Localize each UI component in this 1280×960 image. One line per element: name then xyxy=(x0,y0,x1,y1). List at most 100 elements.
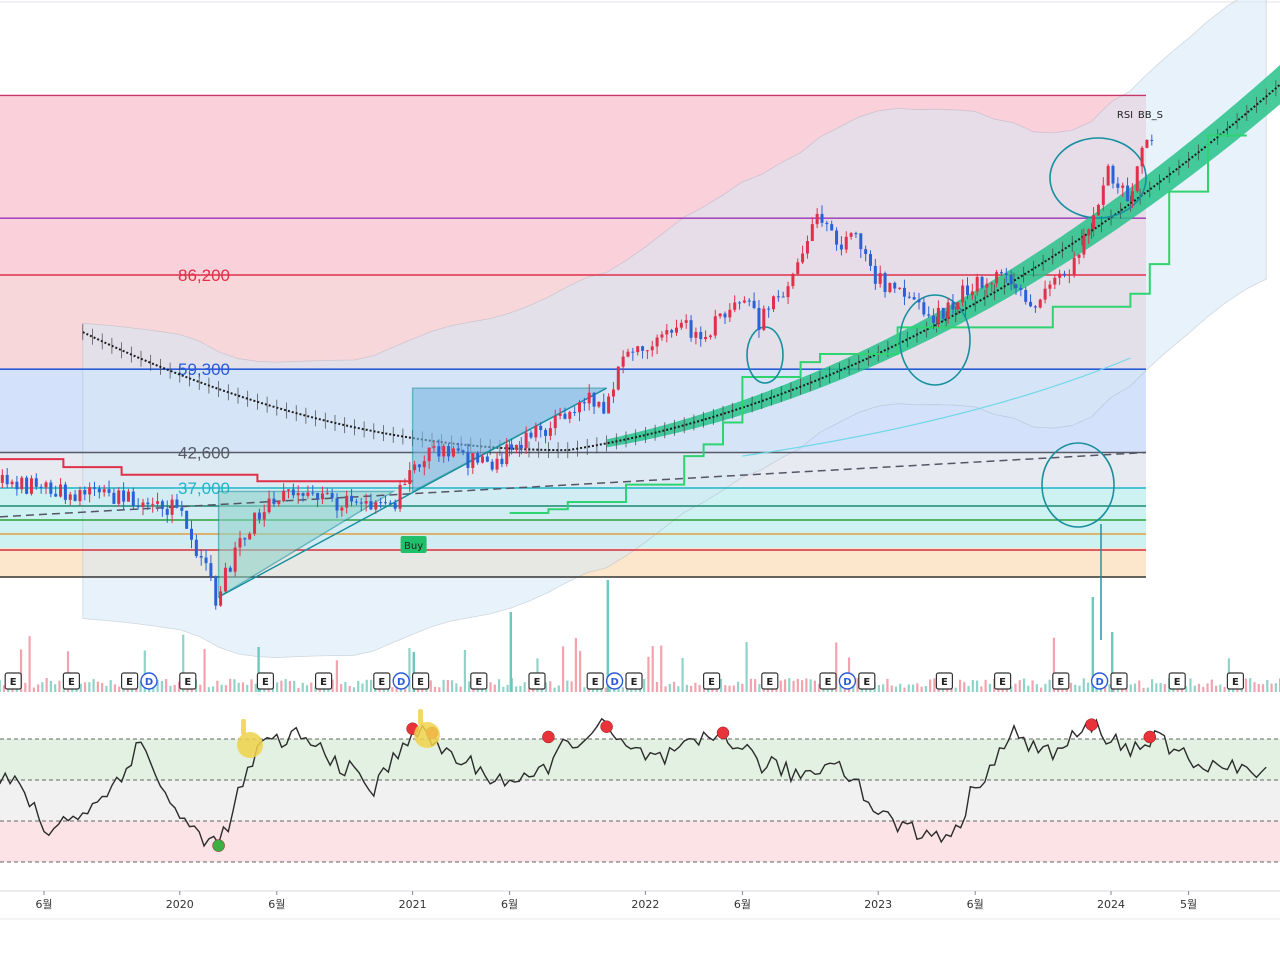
rsi-marker xyxy=(1085,718,1098,731)
volume-bar xyxy=(88,682,91,692)
candle-body xyxy=(39,486,43,488)
volume-bar xyxy=(677,686,680,692)
candle-body xyxy=(679,322,683,328)
volume-bar xyxy=(79,683,82,692)
candle-body xyxy=(238,538,242,548)
candle-body xyxy=(408,470,412,485)
volume-bar xyxy=(1244,678,1248,692)
volume-bar xyxy=(933,678,936,692)
earnings-marker-label: E xyxy=(534,677,541,688)
dividend-marker-label: D xyxy=(1095,677,1103,688)
candle-body xyxy=(917,299,921,303)
volume-bar xyxy=(1044,683,1047,692)
volume-bar xyxy=(220,684,223,692)
candle-body xyxy=(209,563,213,577)
candle-body xyxy=(820,213,824,223)
candle-body xyxy=(316,492,320,500)
candle-body xyxy=(573,411,577,413)
candle-body xyxy=(214,576,218,606)
candle-body xyxy=(136,506,140,508)
volume-bar xyxy=(515,686,518,692)
pointer-hand-finger xyxy=(241,719,246,735)
volume-bar xyxy=(800,680,804,692)
volume-bar xyxy=(788,678,791,692)
earnings-marker-label: E xyxy=(184,677,191,688)
candle-body xyxy=(277,501,281,504)
earnings-marker-label: E xyxy=(592,677,599,688)
earnings-marker-label: E xyxy=(1116,677,1123,688)
earnings-marker-label: E xyxy=(766,677,773,688)
candle-body xyxy=(582,402,586,404)
candle-body xyxy=(432,446,436,448)
volume-bar xyxy=(574,637,577,692)
candle-body xyxy=(350,495,354,502)
candle-body xyxy=(126,491,130,502)
candle-body xyxy=(301,493,305,496)
candle-body xyxy=(878,273,882,284)
candle-body xyxy=(1024,289,1028,302)
earnings-marker-label: E xyxy=(825,677,832,688)
candle-body xyxy=(791,273,795,287)
candle-body xyxy=(888,282,892,292)
volume-bar xyxy=(1189,678,1192,692)
volume-bar xyxy=(1214,685,1218,692)
volume-bar xyxy=(907,684,910,692)
volume-bar xyxy=(369,679,373,692)
volume-bar xyxy=(1078,685,1081,692)
candle-body xyxy=(956,302,960,310)
candle-body xyxy=(932,315,936,323)
volume-bar xyxy=(32,687,35,692)
candle-body xyxy=(393,502,397,509)
earnings-marker xyxy=(993,672,1012,690)
volume-bar xyxy=(212,686,215,692)
volume-bar xyxy=(182,634,185,692)
candle-body xyxy=(1058,273,1062,278)
candle-body xyxy=(29,478,33,494)
candle-body xyxy=(485,456,489,462)
candle-body xyxy=(1072,257,1076,275)
volume-bar xyxy=(241,682,245,692)
volume-bar xyxy=(438,687,441,692)
candle-body xyxy=(180,507,184,511)
candle-body xyxy=(476,453,480,463)
volume-bar xyxy=(361,683,364,692)
candle-body xyxy=(1067,274,1071,276)
candle-body xyxy=(835,230,839,245)
candle-body xyxy=(961,285,965,303)
annotation-circle xyxy=(899,294,971,386)
volume-bar xyxy=(310,682,313,692)
candle-body xyxy=(510,444,514,450)
volume-bar xyxy=(920,686,923,692)
candle-body xyxy=(107,489,111,493)
volume-bar xyxy=(391,687,394,692)
candle-body xyxy=(801,253,805,263)
volume-bar xyxy=(169,685,172,692)
candle-body xyxy=(374,502,378,510)
earnings-marker-label: E xyxy=(1174,677,1181,688)
candle-body xyxy=(63,484,67,500)
volume-bar xyxy=(745,642,748,692)
volume-bar xyxy=(1142,687,1145,692)
volume-bar xyxy=(250,679,253,692)
volume-bar xyxy=(130,687,134,692)
volume-bar xyxy=(818,683,821,692)
earnings-marker-label: E xyxy=(475,677,482,688)
volume-bar xyxy=(1035,684,1038,692)
earnings-marker-label: E xyxy=(941,677,948,688)
volume-bar xyxy=(544,682,548,692)
candle-body xyxy=(422,461,426,468)
volume-bar xyxy=(37,684,40,692)
candle-body xyxy=(713,316,717,336)
candle-body xyxy=(248,533,252,540)
candle-body xyxy=(1033,306,1037,308)
candle-body xyxy=(190,528,193,540)
candle-body xyxy=(262,512,266,520)
candle-body xyxy=(59,484,63,497)
volume-bar xyxy=(566,680,569,692)
volume-bar xyxy=(293,680,296,692)
volume-bar xyxy=(690,685,693,692)
candle-body xyxy=(980,276,984,288)
volume-bar xyxy=(958,679,962,692)
volume-bar xyxy=(579,650,582,692)
